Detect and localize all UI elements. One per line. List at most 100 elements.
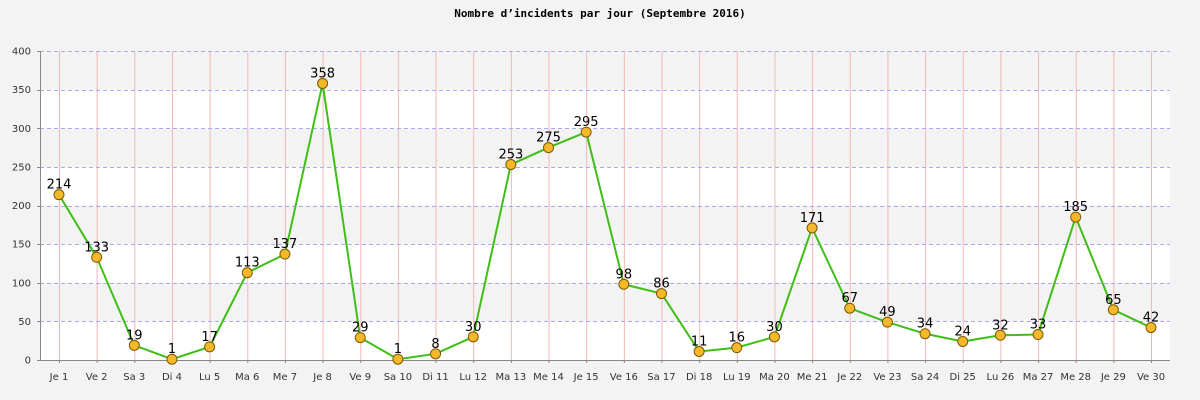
x-tick-label: Je 29 xyxy=(1100,372,1126,383)
x-tick-label: Ma 13 xyxy=(496,372,527,383)
y-tick-labels: 0 50 100 150 200 250 300 350 400 xyxy=(12,47,31,367)
x-tick-label: Ve 9 xyxy=(349,372,371,383)
y-tick-label: 200 xyxy=(12,201,31,212)
x-tick-label: Di 4 xyxy=(162,372,182,383)
data-point xyxy=(994,329,1006,341)
data-label: 30 xyxy=(766,320,783,335)
data-label: 253 xyxy=(498,148,523,163)
data-label: 1 xyxy=(168,342,176,357)
data-point xyxy=(806,222,818,234)
x-tick-label: Ve 30 xyxy=(1137,372,1165,383)
x-tick-label: Di 11 xyxy=(422,372,448,383)
data-label: 32 xyxy=(992,318,1009,333)
data-label: 113 xyxy=(235,256,260,271)
x-tick-label: Sa 3 xyxy=(123,372,145,383)
y-tick-label: 0 xyxy=(25,356,31,367)
data-label: 98 xyxy=(616,267,633,282)
data-label: 1 xyxy=(394,342,402,357)
x-tick-label: Ma 6 xyxy=(235,372,259,383)
data-point xyxy=(53,189,65,201)
data-label: 17 xyxy=(201,330,218,345)
data-point xyxy=(317,77,329,89)
x-tick-label: Ma 27 xyxy=(1023,372,1054,383)
data-label: 16 xyxy=(729,331,746,346)
axes xyxy=(37,51,1170,363)
plot-band xyxy=(40,244,1170,283)
x-tick-label: Lu 19 xyxy=(723,372,751,383)
x-tick-label: Ma 20 xyxy=(759,372,790,383)
x-tick-label: Je 1 xyxy=(49,372,69,383)
data-label: 86 xyxy=(653,277,670,292)
x-tick-label: Me 21 xyxy=(797,372,828,383)
plot-band xyxy=(40,89,1170,129)
data-point xyxy=(166,353,178,365)
x-tick-labels: Je 1 Ve 2 Sa 3 Di 4 Lu 5 Ma 6 Me 7 Je 8 Ve 9 Sa 1… xyxy=(49,372,1165,383)
data-point xyxy=(1032,329,1044,341)
x-tick-label: Me 14 xyxy=(533,372,564,383)
data-point xyxy=(241,267,253,279)
data-labels: 214 133 19 1 17 113 137 358 29 1 8 30 253 275 295 98 86 1… xyxy=(47,66,1160,357)
data-point xyxy=(204,341,216,353)
data-label: 137 xyxy=(273,237,298,252)
data-point xyxy=(1107,304,1119,316)
data-label: 49 xyxy=(879,305,896,320)
y-tick-label: 350 xyxy=(12,85,31,96)
y-tick-label: 300 xyxy=(12,124,31,135)
data-point xyxy=(543,142,555,154)
data-label: 171 xyxy=(800,211,825,226)
x-tick-label: Me 28 xyxy=(1060,372,1091,383)
series-polyline xyxy=(58,82,1152,361)
x-tick-label: Je 15 xyxy=(573,372,599,383)
x-tick-label: Lu 26 xyxy=(987,372,1015,383)
data-point xyxy=(881,316,893,328)
data-label: 185 xyxy=(1063,200,1088,215)
data-label: 358 xyxy=(310,66,335,81)
data-point xyxy=(655,288,667,300)
data-point xyxy=(731,342,743,354)
y-tick-label: 400 xyxy=(12,47,31,58)
data-point xyxy=(430,348,442,360)
y-tick-label: 250 xyxy=(12,162,31,173)
x-tick-label: Ve 16 xyxy=(610,372,638,383)
data-label: 133 xyxy=(84,240,109,255)
x-tick-label: Ve 23 xyxy=(873,372,901,383)
data-label: 275 xyxy=(536,131,561,146)
x-tick-label: Lu 12 xyxy=(459,372,487,383)
plot-band xyxy=(40,128,1170,167)
x-tick-label: Je 8 xyxy=(312,372,332,383)
data-label: 214 xyxy=(47,178,72,193)
data-point xyxy=(1145,322,1157,334)
x-tick-label: Sa 24 xyxy=(911,372,939,383)
data-label: 65 xyxy=(1105,293,1122,308)
data-label: 24 xyxy=(954,324,971,339)
x-tick-label: Sa 17 xyxy=(647,372,675,383)
data-point xyxy=(957,335,969,347)
data-label: 19 xyxy=(126,328,143,343)
data-point xyxy=(618,278,630,290)
data-point xyxy=(919,328,931,340)
x-tick-label: Je 22 xyxy=(836,372,862,383)
x-tick-label: Di 18 xyxy=(686,372,712,383)
y-tick-label: 150 xyxy=(12,240,31,251)
data-label: 295 xyxy=(574,115,599,130)
data-point xyxy=(505,159,517,171)
y-tick-label: 100 xyxy=(12,278,31,289)
series-line xyxy=(58,82,1152,361)
data-point xyxy=(844,302,856,314)
data-point xyxy=(1070,211,1082,223)
data-point xyxy=(768,331,780,343)
x-tick-label: Ve 2 xyxy=(86,372,108,383)
data-label: 30 xyxy=(465,320,482,335)
plot-band xyxy=(40,166,1170,206)
data-label: 11 xyxy=(691,335,708,350)
data-label: 42 xyxy=(1143,311,1160,326)
data-point xyxy=(467,331,479,343)
data-point xyxy=(91,251,103,263)
data-point xyxy=(693,346,705,358)
data-markers xyxy=(53,77,1157,365)
data-label: 8 xyxy=(431,337,439,352)
grid-lines xyxy=(40,51,1170,360)
data-label: 67 xyxy=(841,291,858,306)
